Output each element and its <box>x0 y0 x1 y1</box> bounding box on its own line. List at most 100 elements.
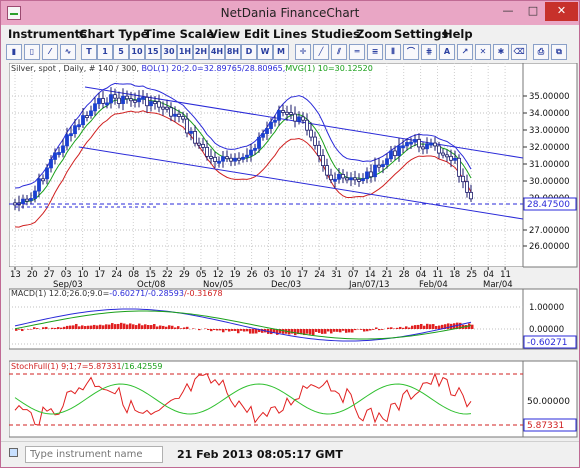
minimize-button[interactable]: — <box>502 4 514 17</box>
vertical-lines-icon[interactable]: ⦀ <box>385 44 401 60</box>
macd-hist-bar <box>294 329 297 336</box>
price-panel[interactable] <box>9 63 524 268</box>
interval-t-button[interactable]: T <box>81 44 97 60</box>
interval-2h-button[interactable]: 2H <box>193 44 209 60</box>
macd-hist-bar <box>90 325 93 329</box>
candle <box>213 156 217 162</box>
time-month-label: Dec/03 <box>271 280 301 290</box>
legend-instrument: Silver, spot , Daily, # 140 / 300, <box>11 64 141 73</box>
price-y-tick-label: 27.00000 <box>529 226 570 236</box>
time-day-label: 28 <box>399 270 410 280</box>
candle <box>285 111 289 115</box>
candle <box>281 110 285 113</box>
time-axis[interactable] <box>9 267 523 289</box>
trendline-icon[interactable]: ╱ <box>313 44 329 60</box>
interval-w-button[interactable]: W <box>257 44 273 60</box>
menu-chart-type[interactable]: Chart Type <box>79 27 149 41</box>
maximize-button[interactable]: □ <box>527 4 539 17</box>
copy-icon[interactable]: ⧉ <box>551 44 567 60</box>
macd-legend: MACD(1) 12.0;26.0;9.0=-0.60271/-0.28593/… <box>11 289 223 298</box>
candle <box>209 155 213 159</box>
macd-hist-bar <box>348 329 351 333</box>
menu-zoom[interactable]: Zoom <box>356 27 393 41</box>
macd-hist-bar <box>336 329 339 332</box>
candle <box>453 157 457 161</box>
horizontal-line-icon[interactable]: ═ <box>349 44 365 60</box>
title-bar[interactable]: NetDania FinanceChart — □ ✕ <box>1 1 579 25</box>
interval-5-button[interactable]: 5 <box>113 44 129 60</box>
stoch-k-line <box>14 372 472 426</box>
interval-8h-button[interactable]: 8H <box>225 44 241 60</box>
interval-1h-button[interactable]: 1H <box>177 44 193 60</box>
macd-hist-bar <box>438 325 441 329</box>
menu-view[interactable]: View <box>209 27 241 41</box>
macd-hist-bar <box>240 329 243 331</box>
instrument-search-input[interactable] <box>25 446 163 463</box>
price-y-tick-label: 35.00000 <box>529 92 570 102</box>
macd-hist-bar <box>84 326 87 329</box>
interval-d-button[interactable]: D <box>241 44 257 60</box>
interval-10-button[interactable]: 10 <box>129 44 145 60</box>
macd-hist-bar <box>51 327 54 329</box>
arrow-icon[interactable]: ↗ <box>457 44 473 60</box>
menu-settings[interactable]: Settings <box>394 27 449 41</box>
macd-hist-bar <box>399 326 402 329</box>
eraser-icon[interactable]: ⌫ <box>511 44 527 60</box>
area-chart-icon[interactable]: ∿ <box>60 44 76 60</box>
price-legend: Silver, spot , Daily, # 140 / 300, BOL(1… <box>11 64 373 73</box>
interval-1-button[interactable]: 1 <box>97 44 113 60</box>
macd-hist-bar <box>471 324 474 329</box>
macd-hist-bar <box>42 327 45 329</box>
text-icon[interactable]: A <box>439 44 455 60</box>
delete-icon[interactable]: ✕ <box>475 44 491 60</box>
menu-studies[interactable]: Studies <box>311 27 360 41</box>
time-day-label: 22 <box>162 270 173 280</box>
channel-icon[interactable]: ⋕ <box>421 44 437 60</box>
time-day-label: 07 <box>348 270 359 280</box>
parallel-lines-icon[interactable]: ⫽ <box>331 44 347 60</box>
menu-edit[interactable]: Edit <box>244 27 270 41</box>
time-month-label: Mar/04 <box>483 280 513 290</box>
candle <box>181 116 185 120</box>
candle <box>361 178 365 182</box>
candle <box>73 125 77 135</box>
macd-hist-bar <box>330 329 333 334</box>
fibonacci-icon[interactable]: ≡ <box>367 44 383 60</box>
interval-30-button[interactable]: 30 <box>161 44 177 60</box>
menu-time-scale[interactable]: Time Scale <box>144 27 215 41</box>
macd-hist-bar <box>87 325 90 329</box>
chart-area[interactable]: 35.00000 34.00000 33.00000 32.00000 31.00000… <box>9 63 579 439</box>
price-grid <box>9 63 523 267</box>
macd-hist-bar <box>378 329 381 331</box>
macd-panel[interactable] <box>9 288 524 350</box>
candle <box>153 101 157 104</box>
menu-help[interactable]: Help <box>443 27 473 41</box>
candle <box>345 177 349 181</box>
price-axis[interactable] <box>522 63 578 268</box>
candle <box>25 198 29 202</box>
candle <box>173 113 177 117</box>
interval-15-button[interactable]: 15 <box>145 44 161 60</box>
print-icon[interactable]: ⎙ <box>533 44 549 60</box>
mark-icon[interactable]: ✱ <box>493 44 509 60</box>
candlestick-icon[interactable]: ▯ <box>24 44 40 60</box>
candle <box>49 159 53 169</box>
macd-hist-bar <box>342 329 345 331</box>
menu-instruments[interactable]: Instruments <box>8 27 87 41</box>
macd-hist-bar <box>96 325 99 329</box>
time-day-label: 03 <box>264 270 275 280</box>
crosshair-icon[interactable]: ✛ <box>295 44 311 60</box>
candle <box>437 145 441 154</box>
macd-hist-bar <box>30 329 33 330</box>
bar-chart-icon[interactable]: ▮ <box>6 44 22 60</box>
menu-lines[interactable]: Lines <box>273 27 308 41</box>
macd-hist-bar <box>147 325 150 329</box>
line-chart-icon[interactable]: ⁄ <box>42 44 58 60</box>
time-month-label: Jan/07/13 <box>348 280 389 290</box>
interval-4h-button[interactable]: 4H <box>209 44 225 60</box>
time-day-label: 04 <box>483 270 494 280</box>
close-button[interactable]: ✕ <box>545 2 578 21</box>
candle <box>441 152 445 156</box>
interval-m-button[interactable]: M <box>273 44 289 60</box>
arc-icon[interactable]: ⌒ <box>403 44 419 60</box>
